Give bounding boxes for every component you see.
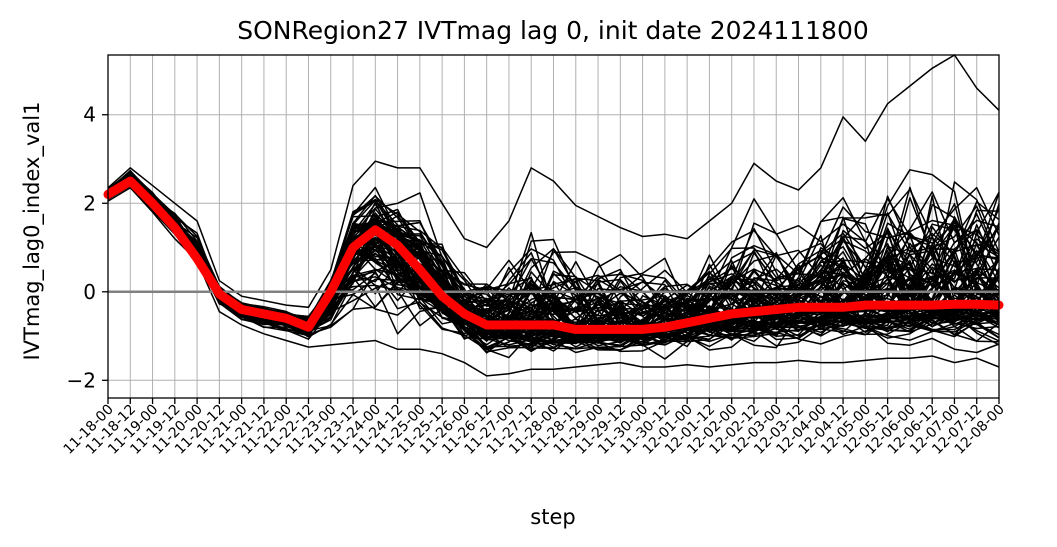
y-axis-ticks: −2 0 2 4 — [67, 103, 108, 392]
y-tick-label: 2 — [83, 191, 96, 215]
chart-title: SONRegion27 IVTmag lag 0, init date 2024… — [237, 16, 869, 45]
grid-lines — [107, 55, 1000, 398]
y-axis-label: IVTmag_lag0_index_val1 — [20, 102, 45, 361]
x-axis-ticks: 11-18-0011-18-1211-19-0011-19-1211-20-00… — [61, 398, 1008, 458]
y-tick-label: 4 — [83, 103, 96, 127]
ensemble-envelope-high — [107, 53, 1000, 309]
y-tick-label: 0 — [83, 280, 96, 304]
ensemble-envelope-low — [107, 186, 1000, 377]
ensemble-member-line — [107, 184, 1000, 344]
y-tick-label: −2 — [67, 368, 96, 392]
ensemble-member-line — [107, 181, 1000, 353]
ensemble-mean — [103, 176, 1004, 334]
ensemble-member-line — [107, 181, 1000, 346]
mean-series-line — [103, 176, 1004, 334]
x-axis-label: step — [530, 505, 575, 529]
